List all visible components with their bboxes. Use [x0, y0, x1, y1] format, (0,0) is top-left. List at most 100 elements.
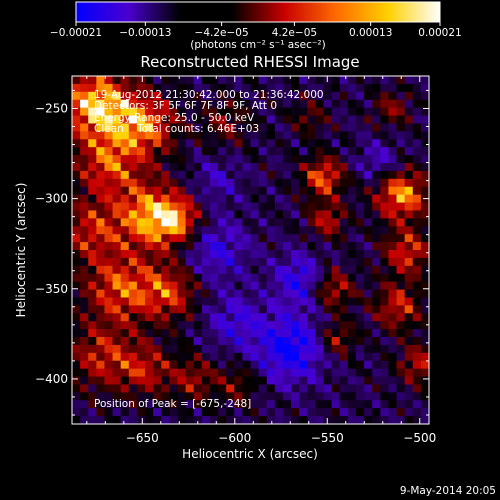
heatmap-cell [145, 178, 154, 188]
heatmap-cell [185, 281, 195, 290]
heatmap-cell [96, 218, 105, 227]
heatmap-cell [226, 313, 235, 322]
heatmap-cell [112, 289, 122, 298]
heatmap-cell [161, 163, 170, 172]
heatmap-cell [291, 107, 300, 116]
colorbar-tick-label: 0.00021 [418, 27, 461, 39]
heatmap-cell [420, 139, 429, 148]
heatmap-cell [80, 99, 89, 109]
heatmap-cell [112, 155, 122, 164]
heatmap-cell [315, 352, 324, 362]
heatmap-cell [177, 194, 186, 203]
heatmap-cell [193, 305, 203, 314]
heatmap-cell [112, 368, 122, 377]
heatmap-cell [96, 337, 105, 346]
heatmap-cell [218, 131, 227, 140]
heatmap-cell [112, 250, 122, 259]
heatmap-cell [169, 257, 178, 267]
heatmap-cell [355, 297, 365, 306]
heatmap-cell [258, 376, 268, 385]
heatmap-cell [136, 337, 146, 346]
heatmap-cell [420, 115, 429, 124]
heatmap-cell [169, 76, 178, 85]
heatmap-cell [193, 107, 203, 116]
heatmap-cell [226, 242, 235, 251]
heatmap-cell [364, 265, 373, 275]
heatmap-cell [177, 139, 186, 148]
heatmap-cell [274, 194, 284, 203]
heatmap-cell [209, 273, 219, 283]
heatmap-cell [201, 123, 211, 132]
heatmap-cell [412, 416, 422, 424]
heatmap-cell [161, 123, 170, 132]
heatmap-cell [364, 376, 373, 385]
heatmap-cell [396, 186, 406, 196]
heatmap-cell [120, 313, 130, 322]
heatmap-cell [339, 163, 349, 172]
heatmap-cell [388, 186, 397, 196]
heatmap-cell [234, 163, 243, 172]
heatmap-cell [153, 131, 162, 140]
heatmap-cell [161, 265, 170, 275]
heatmap-cell [193, 139, 203, 148]
heatmap-cell [80, 305, 89, 314]
heatmap-cell [234, 289, 243, 298]
heatmap-cell [347, 83, 357, 93]
heatmap-cell [128, 76, 138, 85]
heatmap-cell [396, 313, 406, 322]
heatmap-cell [412, 273, 422, 283]
heatmap-cell [153, 321, 162, 330]
heatmap-cell [145, 91, 154, 101]
heatmap-cell [323, 329, 333, 338]
heatmap-cell [404, 305, 414, 314]
heatmap-cell [226, 352, 235, 362]
heatmap-cell [209, 226, 219, 235]
heatmap-cell [161, 99, 170, 109]
heatmap-cell [226, 178, 235, 188]
heatmap-cell [177, 408, 186, 417]
heatmap-cell [404, 170, 414, 180]
heatmap-cell [299, 163, 308, 172]
heatmap-cell [201, 352, 211, 362]
heatmap-cell [274, 376, 284, 385]
heatmap-cell [372, 384, 381, 393]
heatmap-cell [299, 178, 308, 188]
heatmap-cell [153, 337, 162, 346]
heatmap-cell [291, 83, 300, 93]
heatmap-cell [291, 170, 300, 180]
heatmap-cell [388, 218, 397, 227]
heatmap-cell [112, 107, 122, 116]
heatmap-cell [323, 202, 333, 211]
heatmap-cell [250, 344, 260, 354]
heatmap-cell [209, 202, 219, 211]
heatmap-cell [88, 99, 97, 109]
heatmap-cell [128, 250, 138, 259]
heatmap-cell [274, 265, 284, 275]
heatmap-cell [339, 257, 349, 267]
heatmap-cell [347, 400, 357, 409]
heatmap-cell [339, 281, 349, 290]
heatmap-cell [120, 115, 130, 124]
heatmap-cell [339, 376, 349, 385]
heatmap-cell [388, 265, 397, 275]
heatmap-cell [339, 107, 349, 116]
heatmap-cell [201, 163, 211, 172]
heatmap-cell [372, 242, 381, 251]
heatmap-cell [80, 313, 89, 322]
heatmap-cell [218, 297, 227, 306]
heatmap-cell [404, 131, 414, 140]
heatmap-cell [96, 186, 105, 196]
heatmap-cell [282, 234, 292, 243]
heatmap-cell [80, 186, 89, 196]
heatmap-cell [372, 257, 381, 267]
heatmap-cell [396, 360, 406, 370]
heatmap-cell [201, 147, 211, 156]
heatmap-cell [380, 155, 389, 164]
heatmap-cell [372, 83, 381, 93]
heatmap-cell [112, 313, 122, 322]
heatmap-cell [234, 147, 243, 156]
heatmap-cell [104, 273, 113, 283]
heatmap-cell [177, 202, 186, 211]
heatmap-cell [136, 242, 146, 251]
heatmap-cell [274, 392, 284, 401]
